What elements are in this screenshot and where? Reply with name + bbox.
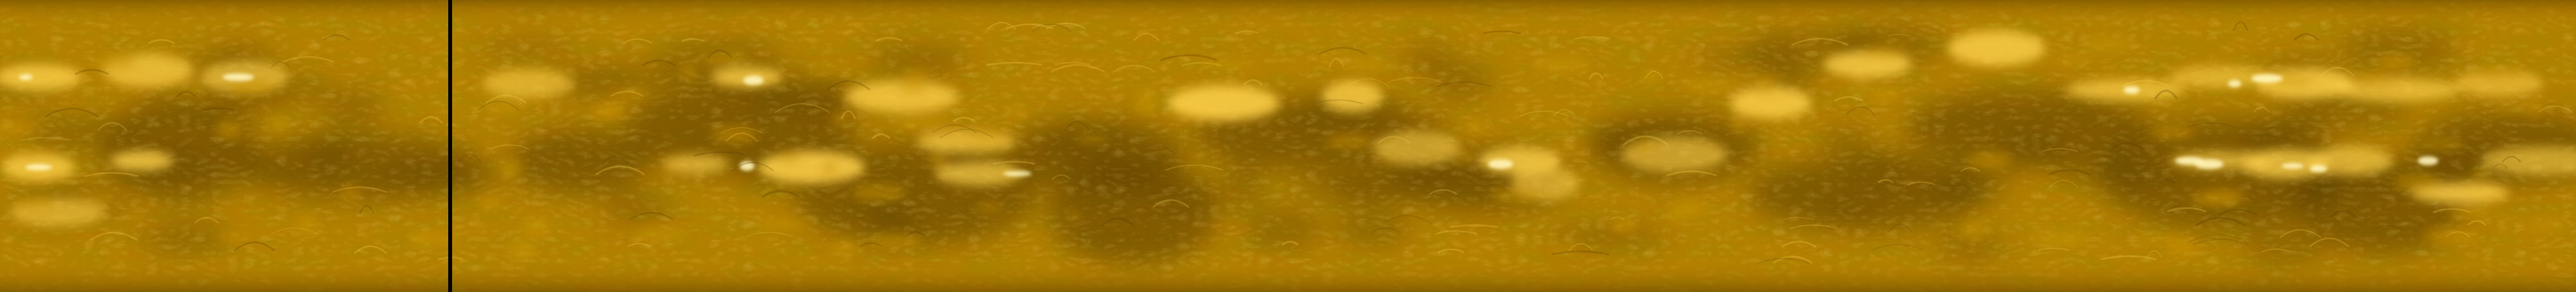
data-gap-line xyxy=(448,0,452,292)
